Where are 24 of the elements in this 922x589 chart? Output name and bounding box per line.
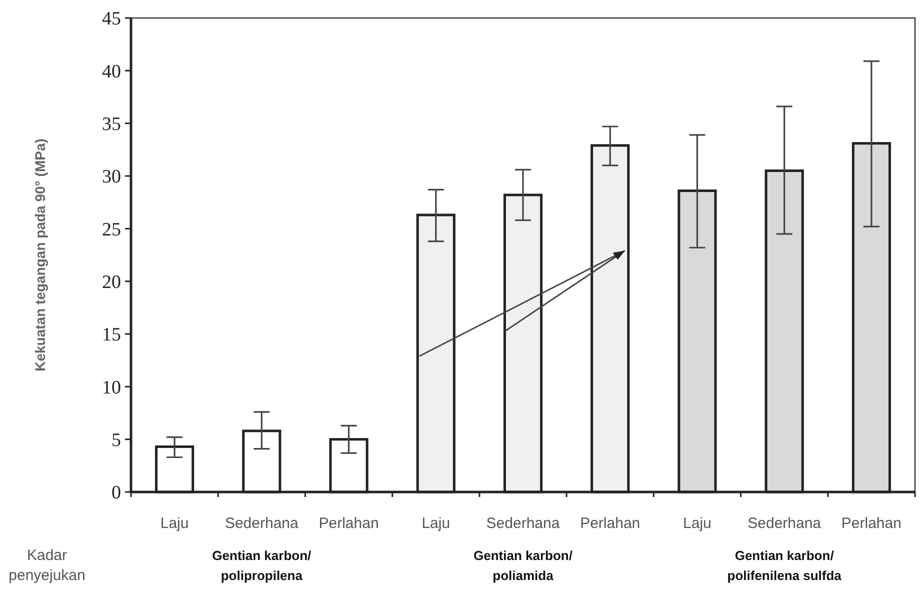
y-tick-label: 40 xyxy=(102,61,121,82)
y-tick-label: 0 xyxy=(112,482,121,504)
x-tick-label: Laju xyxy=(683,515,712,532)
y-tick-label: 15 xyxy=(102,324,121,346)
x-tick-label: Laju xyxy=(422,515,450,532)
x-tick-label: Sederhana xyxy=(748,515,822,532)
x-tick-label: Perlahan xyxy=(580,515,640,532)
text: Gentian karbon/ polifenilena sulfda xyxy=(727,548,842,583)
y-tick-label: 25 xyxy=(102,219,121,240)
x-tick-label: Perlahan xyxy=(318,515,379,532)
x-axis-title: Kadar penyejukan xyxy=(8,547,86,584)
y-tick-label: 30 xyxy=(102,166,121,188)
y-tick-label: 5 xyxy=(112,430,121,451)
y-tick-label: 20 xyxy=(102,272,121,293)
x-tick-label: Sederhana xyxy=(224,515,300,532)
y-tick-label: 35 xyxy=(102,114,121,135)
text: Gentian karbon/ poliamida xyxy=(474,548,573,583)
y-axis-title: Kekuatan tegangan pada 90° (MPa) xyxy=(32,138,48,372)
y-tick-label: 45 xyxy=(102,8,121,30)
x-tick-label: Sederhana xyxy=(486,515,560,532)
x-tick-label: Perlahan xyxy=(841,515,902,532)
text: Gentian karbon/ polipropilena xyxy=(212,548,312,583)
y-tick-label: 10 xyxy=(102,377,121,398)
x-tick-label: Laju xyxy=(160,515,189,532)
